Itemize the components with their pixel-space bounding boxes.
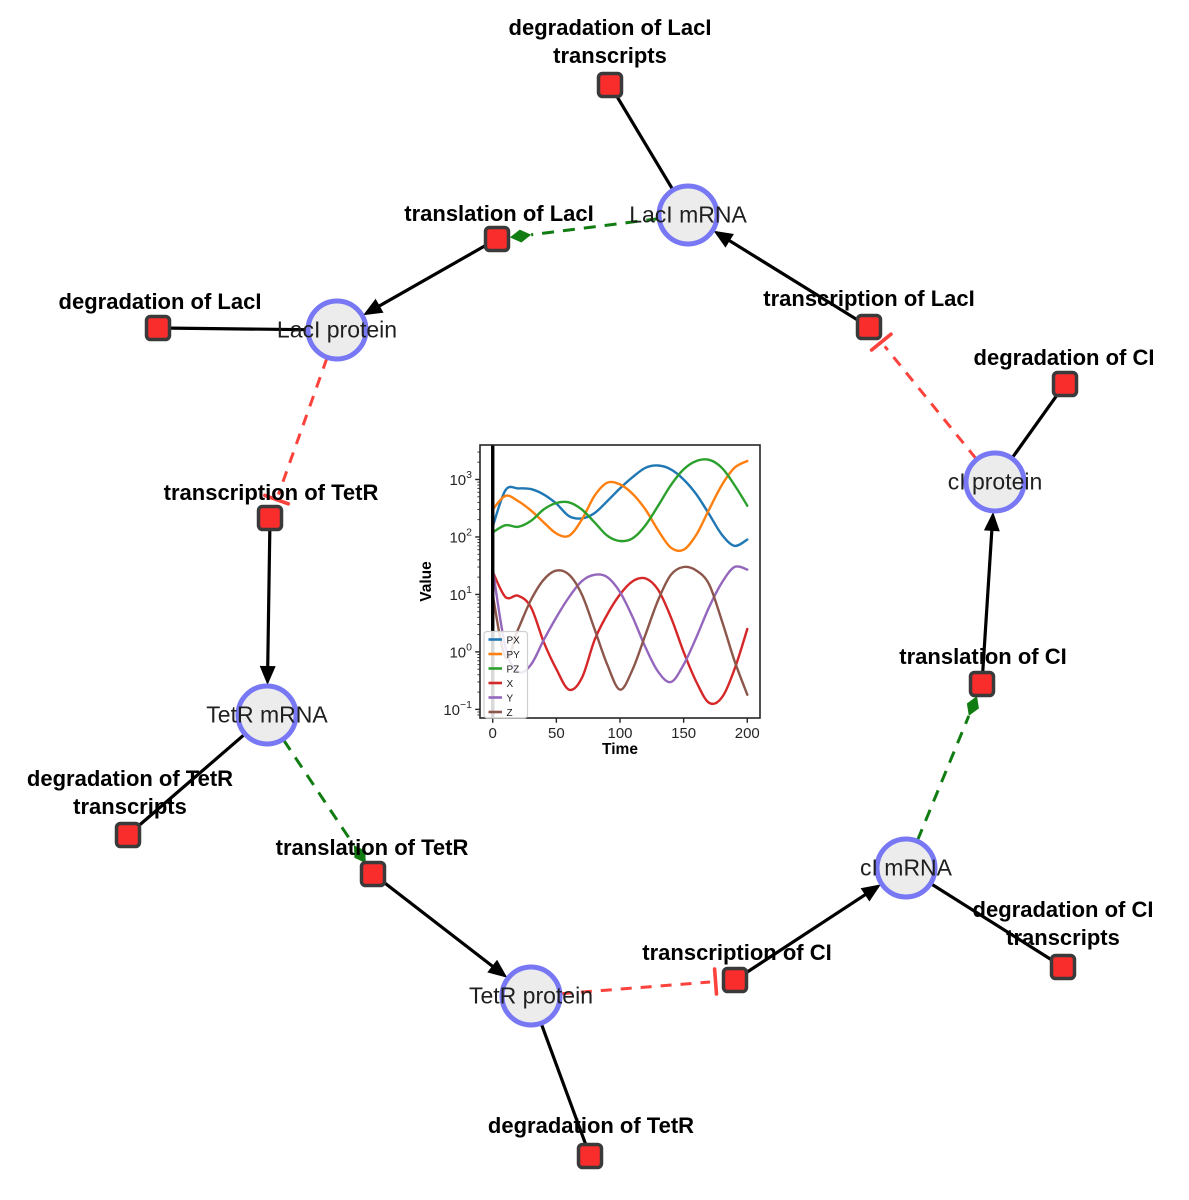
legend-label-y: Y — [507, 693, 514, 704]
reaction-node-transcription-laci[interactable] — [855, 313, 883, 341]
chart-legend: PX PY PZ XYZ — [483, 630, 529, 719]
species-node-ci-mrna[interactable] — [874, 836, 938, 900]
edges-layer — [136, 95, 1059, 1145]
reaction-node-transcription-tetr[interactable] — [256, 504, 284, 532]
edge-inhibition-ci-protein-transcription-laci — [869, 332, 978, 460]
arrowhead-icon — [363, 298, 384, 316]
inhibition-bar-icon — [262, 493, 291, 506]
reaction-node-deg-ci-transcripts[interactable] — [1049, 953, 1077, 981]
reaction-node-deg-tetr-transcripts[interactable] — [114, 821, 142, 849]
arrowhead-icon — [860, 884, 881, 902]
inhibition-bar-icon — [869, 332, 893, 352]
x-tick-label: 50 — [548, 725, 565, 742]
legend-label-px: PX — [507, 635, 521, 646]
x-tick-label: 200 — [735, 725, 760, 742]
x-tick-label: 150 — [671, 725, 696, 742]
reaction-node-translation-tetr[interactable] — [359, 860, 387, 888]
edge-production-translation-laci-laci-protein — [363, 244, 487, 316]
legend-label-pz: PZ — [507, 664, 520, 675]
arrowhead-icon — [487, 959, 508, 978]
species-node-ci-protein[interactable] — [963, 450, 1027, 514]
arrowhead-icon — [713, 230, 734, 248]
y-tick-label: 100 — [449, 641, 472, 661]
reaction-node-deg-laci-transcripts[interactable] — [596, 71, 624, 99]
reaction-node-deg-ci[interactable] — [1051, 370, 1079, 398]
legend-label-z: Z — [507, 708, 513, 719]
series-line-pz — [491, 458, 749, 543]
inhibition-bar-icon — [712, 967, 719, 996]
edge-production-transcription-ci-ci-mrna — [745, 884, 881, 975]
edge-consumption-ci-protein-deg-ci — [1011, 393, 1059, 459]
edge-inhibition-laci-protein-transcription-tetr — [262, 357, 329, 506]
series-line-z — [491, 565, 749, 696]
chart-series-layer — [491, 445, 749, 718]
edge-production-transcription-laci-laci-mrna — [713, 230, 859, 322]
edge-consumption-laci-mrna-deg-laci-transcripts — [615, 95, 674, 191]
arrowhead-icon — [983, 511, 1000, 532]
species-node-laci-protein[interactable] — [305, 298, 369, 362]
series-line-py — [491, 459, 749, 553]
species-node-laci-mrna[interactable] — [656, 183, 720, 247]
edge-production-translation-tetr-tetr-protein — [382, 880, 508, 978]
reaction-node-deg-laci[interactable] — [144, 314, 172, 342]
series-line-px — [491, 464, 749, 548]
reaction-node-translation-laci[interactable] — [483, 225, 511, 253]
diamond-arrowhead-icon — [353, 845, 366, 864]
edge-inhibition-tetr-protein-transcription-ci — [560, 967, 719, 996]
edge-consumption-tetr-protein-deg-tetr — [539, 1023, 588, 1145]
y-tick-label: 101 — [449, 584, 472, 604]
reaction-node-deg-tetr[interactable] — [576, 1142, 604, 1170]
y-tick-label: 103 — [449, 469, 472, 489]
y-tick-label: 102 — [449, 526, 472, 546]
edge-consumption-ci-mrna-deg-ci-transcripts — [930, 882, 1053, 962]
edge-catalysis-tetr-mrna-translation-tetr — [282, 739, 366, 864]
arrowhead-icon — [259, 665, 276, 685]
diamond-arrowhead-icon — [509, 229, 532, 243]
edge-production-translation-ci-ci-protein — [981, 511, 1000, 672]
y-axis-title: Value — [418, 561, 435, 602]
species-node-tetr-mrna[interactable] — [235, 683, 299, 747]
y-tick-label: 10−1 — [443, 699, 472, 719]
series-line-y — [491, 565, 749, 684]
edge-catalysis-ci-mrna-translation-ci — [916, 696, 979, 841]
diamond-arrowhead-icon — [966, 696, 979, 716]
reaction-node-transcription-ci[interactable] — [721, 966, 749, 994]
edge-catalysis-laci-mrna-translation-laci — [509, 217, 659, 243]
x-tick-label: 100 — [607, 725, 632, 742]
x-axis-title: Time — [602, 741, 638, 758]
species-node-tetr-protein[interactable] — [499, 964, 563, 1028]
nodes-layer — [114, 71, 1079, 1170]
reaction-node-translation-ci[interactable] — [968, 670, 996, 698]
chart-frame — [479, 444, 761, 719]
edge-production-transcription-tetr-tetr-mrna — [259, 530, 276, 685]
edge-consumption-tetr-mrna-deg-tetr-transcripts — [136, 733, 246, 828]
legend-label-py: PY — [507, 650, 521, 661]
edge-consumption-laci-protein-deg-laci — [170, 326, 308, 332]
x-tick-label: 0 — [489, 725, 497, 742]
legend-label-x: X — [507, 679, 514, 690]
